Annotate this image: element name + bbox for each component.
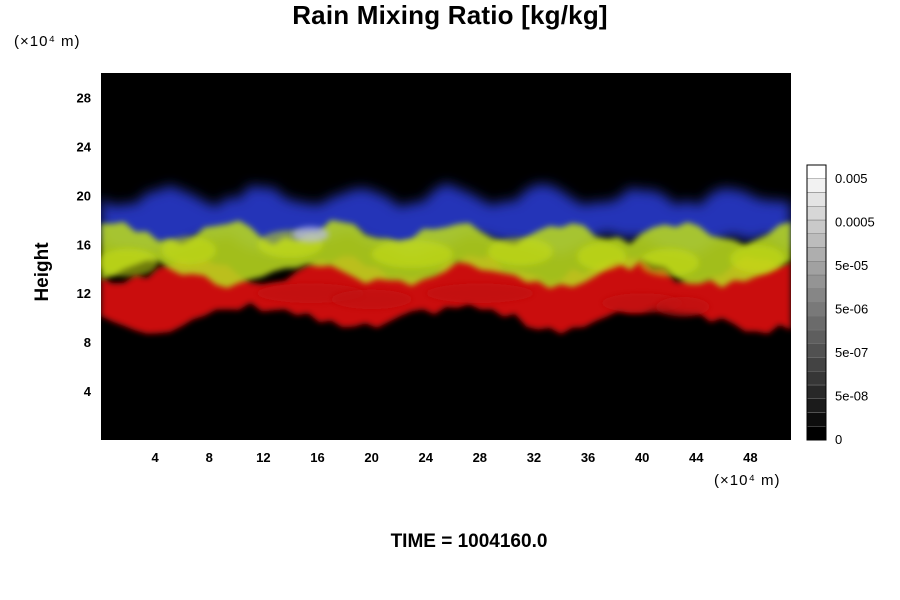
x-tick-label: 12: [256, 450, 270, 465]
x-axis-unit: (×10⁴ m): [714, 472, 781, 489]
colorbar-swatch: [806, 192, 827, 207]
y-axis: 4 8 12 16 20 24 28: [77, 90, 92, 399]
x-tick-label: 40: [635, 450, 649, 465]
colorbar-swatch: [806, 329, 827, 344]
y-tick-label: 12: [77, 286, 91, 301]
colorbar-swatch: [806, 164, 827, 179]
colorbar-frame: [806, 164, 827, 441]
band-red-clump: [425, 283, 534, 304]
colorbar-swatch: [806, 233, 827, 248]
colorbar-swatch: [806, 274, 827, 289]
colorbar-swatch: [806, 412, 827, 427]
band-yellow-green-clump: [101, 248, 158, 277]
colorbar-swatch: [806, 343, 827, 358]
colorbar-swatch: [806, 206, 827, 221]
colorbar-swatch: [806, 261, 827, 276]
x-tick-label: 48: [743, 450, 757, 465]
colorbar-swatch: [806, 178, 827, 193]
band-yellow-green-clump: [487, 237, 553, 266]
band-highlight: [292, 226, 329, 243]
colorbar-swatch: [806, 357, 827, 372]
x-tick-label: 32: [527, 450, 541, 465]
colorbar-swatch: [806, 316, 827, 331]
band-yellow-green-clump: [639, 248, 699, 277]
colorbar-tick-label: 5e-07: [835, 345, 868, 360]
chart-title: Rain Mixing Ratio [kg/kg]: [292, 0, 608, 30]
band-yellow-green-clump: [371, 240, 453, 269]
x-tick-label: 28: [473, 450, 487, 465]
x-tick-label: 24: [418, 450, 433, 465]
y-tick-label: 16: [77, 237, 91, 252]
band-yellow-green-clump: [730, 244, 785, 273]
x-tick-label: 4: [152, 450, 160, 465]
x-tick-label: 44: [689, 450, 704, 465]
colorbar-tick-label: 5e-08: [835, 389, 868, 404]
colorbar-swatch: [806, 384, 827, 399]
band-yellow-green-clump: [577, 242, 626, 271]
y-axis-unit: (×10⁴ m): [14, 33, 81, 50]
colorbar-tick-label: 5e-06: [835, 302, 868, 317]
colorbar-tick-label: 0.005: [835, 171, 868, 186]
colorbar-swatch: [806, 288, 827, 303]
y-tick-label: 28: [77, 90, 91, 105]
y-tick-label: 20: [77, 188, 91, 203]
band-red-clump: [331, 289, 413, 310]
band-red-clump: [655, 296, 710, 317]
y-tick-label: 8: [84, 335, 91, 350]
y-tick-label: 4: [84, 384, 92, 399]
colorbar: 0.005 0.0005 5e-05 5e-06 5e-07 5e-08 0: [806, 164, 875, 447]
colorbar-swatch: [806, 247, 827, 262]
colorbar-swatch: [806, 302, 827, 317]
x-tick-label: 16: [310, 450, 324, 465]
colorbar-tick-label: 0: [835, 432, 842, 447]
colorbar-tick-label: 0.0005: [835, 215, 875, 230]
x-tick-label: 20: [364, 450, 378, 465]
colorbar-swatch: [806, 398, 827, 413]
x-tick-label: 36: [581, 450, 595, 465]
field-layer: [101, 183, 791, 334]
x-axis: 4 8 12 16 20 24 28 32 36 40 44 48: [152, 450, 758, 465]
y-tick-label: 24: [77, 139, 92, 154]
time-label: TIME = 1004160.0: [390, 531, 548, 552]
band-yellow-green-clump: [161, 236, 216, 265]
x-tick-label: 8: [206, 450, 213, 465]
colorbar-tick-label: 5e-05: [835, 258, 868, 273]
colorbar-swatch: [806, 371, 827, 386]
colorbar-swatch: [806, 426, 827, 441]
colorbar-swatch: [806, 219, 827, 234]
